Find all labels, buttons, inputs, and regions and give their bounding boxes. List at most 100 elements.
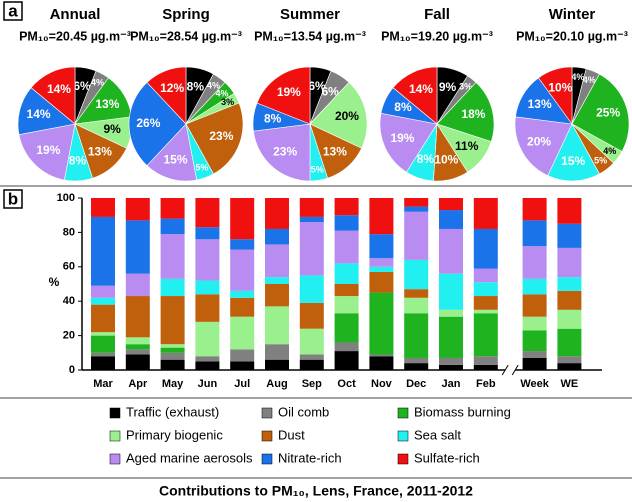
bar-segment bbox=[404, 313, 429, 358]
pie-value-label: 4% bbox=[603, 146, 616, 156]
bar-segment bbox=[439, 198, 463, 211]
bar-segment bbox=[230, 316, 255, 350]
bar-segment bbox=[404, 357, 429, 364]
pie-value-label: 5% bbox=[311, 165, 324, 175]
bar-segment bbox=[299, 328, 324, 355]
pie-slice bbox=[30, 66, 76, 125]
bar-segment bbox=[522, 198, 547, 221]
bar-segment bbox=[439, 273, 463, 310]
bar-segment bbox=[160, 344, 185, 348]
panel-label: b bbox=[8, 189, 18, 208]
bar-segment bbox=[404, 198, 429, 207]
bar-segment bbox=[473, 228, 498, 269]
panel-label-box bbox=[3, 1, 23, 21]
pie-value-label: 5% bbox=[594, 155, 607, 165]
bar-segment bbox=[125, 349, 150, 355]
pie-value-label: 19% bbox=[36, 143, 60, 157]
x-tick-label: Feb bbox=[476, 378, 496, 390]
pie-value-label: 19% bbox=[390, 131, 414, 145]
bar-segment bbox=[439, 228, 463, 274]
bar-segment bbox=[473, 309, 498, 314]
pie-slice bbox=[392, 66, 438, 125]
x-tick-label: Jun bbox=[198, 378, 218, 390]
x-tick-label: Nov bbox=[371, 378, 393, 390]
bar-segment bbox=[265, 284, 289, 307]
bar-segment bbox=[160, 296, 185, 345]
bar-segment bbox=[522, 220, 547, 247]
x-tick-label: Aug bbox=[266, 378, 287, 390]
pie-title: Annual bbox=[50, 6, 101, 23]
bar-segment bbox=[125, 344, 150, 350]
bar-segment bbox=[91, 198, 115, 217]
pie-value-label: 4% bbox=[91, 77, 104, 87]
bar-segment bbox=[369, 292, 394, 355]
pie-value-label: 20% bbox=[335, 109, 359, 123]
bar-segment bbox=[91, 285, 115, 298]
y-tick-label: 60 bbox=[63, 261, 75, 273]
pie-value-label: 5% bbox=[195, 162, 208, 172]
pie-value-label: 26% bbox=[136, 116, 160, 130]
pie-value-label: 8% bbox=[394, 100, 412, 114]
bar-segment bbox=[91, 335, 115, 353]
bar-segment bbox=[299, 198, 324, 217]
bar-segment bbox=[404, 297, 429, 314]
bar-segment bbox=[195, 356, 220, 362]
pie-value-label: 6% bbox=[321, 84, 339, 98]
bar-segment bbox=[125, 354, 150, 370]
pie-value-label: 13% bbox=[95, 97, 119, 111]
legend-label: Traffic (exhaust) bbox=[126, 404, 219, 419]
legend-label: Sea salt bbox=[414, 427, 461, 442]
bar-segment bbox=[265, 306, 289, 345]
panel-label-box bbox=[3, 189, 23, 209]
bar-segment bbox=[439, 364, 463, 370]
bar-segment bbox=[404, 363, 429, 370]
bar-segment bbox=[334, 284, 359, 297]
bar-segment bbox=[265, 244, 289, 278]
legend-swatch bbox=[109, 407, 121, 419]
legend-swatch bbox=[109, 453, 121, 465]
bar-segment bbox=[299, 354, 324, 360]
pie-title: Winter bbox=[549, 6, 596, 23]
pie-value-label: 3% bbox=[221, 97, 234, 107]
bar-segment bbox=[91, 356, 115, 370]
pie-slice bbox=[256, 66, 311, 125]
bar-segment bbox=[230, 361, 255, 370]
pie-value-label: 6% bbox=[73, 79, 91, 93]
bar-segment bbox=[160, 347, 185, 353]
pie-subtitle: PM₁₀=20.10 µg.m⁻³ bbox=[516, 29, 628, 43]
legend-label: Primary biogenic bbox=[126, 427, 223, 442]
bar-segment bbox=[369, 258, 394, 267]
bar-segment bbox=[334, 296, 359, 314]
legend-swatch bbox=[261, 453, 273, 465]
bar-segment bbox=[195, 239, 220, 281]
bar-segment bbox=[160, 234, 185, 279]
bar-segment bbox=[369, 354, 394, 357]
bar-segment bbox=[334, 342, 359, 352]
bar-segment bbox=[522, 246, 547, 279]
pie-slice bbox=[538, 66, 573, 125]
pie-value-label: 4% bbox=[583, 75, 596, 85]
legend-label: Oil comb bbox=[278, 404, 329, 419]
bar-segment bbox=[334, 215, 359, 231]
bar-segment bbox=[439, 316, 463, 358]
bar-segment bbox=[299, 302, 324, 329]
bar-segment bbox=[334, 263, 359, 284]
bar-segment bbox=[125, 220, 150, 274]
y-tick-label: 40 bbox=[63, 295, 75, 307]
bar-segment bbox=[195, 198, 220, 228]
bar-segment bbox=[522, 316, 547, 331]
bar-segment bbox=[195, 361, 220, 370]
bar-segment bbox=[334, 313, 359, 343]
bar-segment bbox=[334, 351, 359, 370]
x-tick-label: Oct bbox=[337, 378, 356, 390]
pie-value-label: 9% bbox=[439, 80, 457, 94]
pie-slice bbox=[128, 82, 187, 166]
axis-break-mark bbox=[501, 364, 509, 376]
pie-value-label: 13% bbox=[323, 144, 347, 158]
bar-segment bbox=[557, 247, 582, 278]
y-tick-label: 100 bbox=[57, 192, 75, 204]
pie-title: Spring bbox=[162, 6, 210, 23]
axis-break-mark bbox=[511, 364, 519, 376]
